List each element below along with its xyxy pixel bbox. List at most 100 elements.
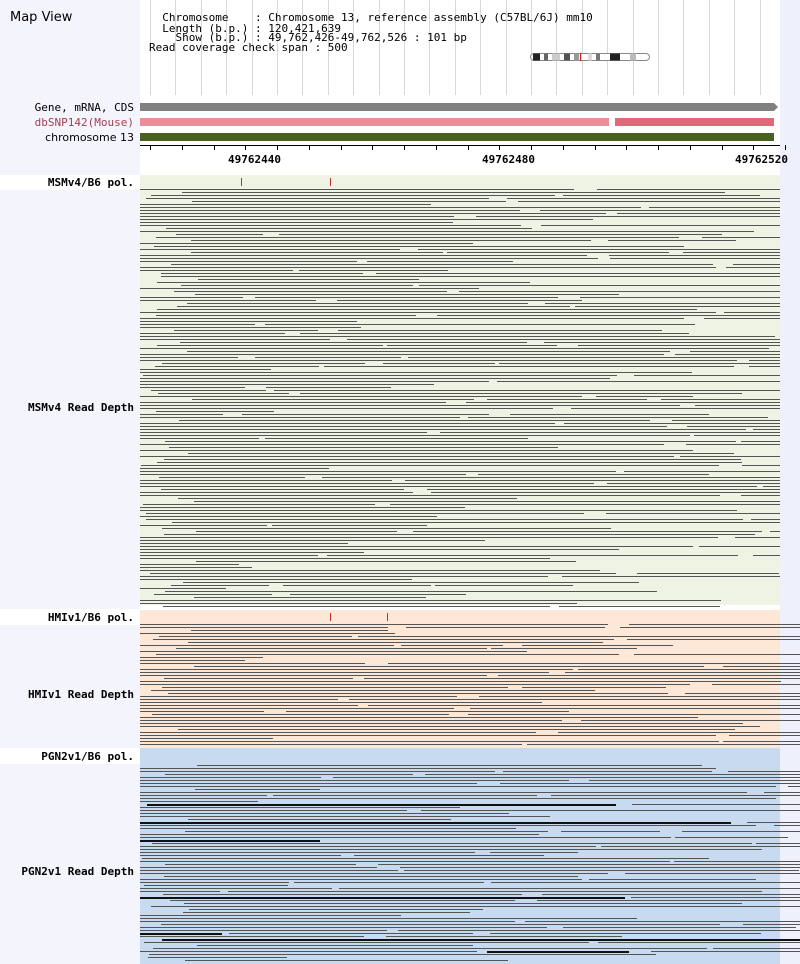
read-segment xyxy=(431,492,780,493)
snp-mark[interactable] xyxy=(241,178,242,186)
read-segment xyxy=(140,726,760,727)
read-segment xyxy=(164,459,741,460)
read-segment xyxy=(195,294,619,295)
read-segment xyxy=(140,588,226,589)
read-segment xyxy=(274,390,780,391)
read-segment xyxy=(153,948,707,949)
read-segment xyxy=(140,600,721,601)
read-segment xyxy=(140,723,743,724)
read-segment xyxy=(510,414,709,415)
read-segment xyxy=(140,558,550,559)
snp-mark[interactable] xyxy=(330,178,331,186)
hmi-read-pileup[interactable] xyxy=(140,624,800,748)
ruler-tick xyxy=(499,145,501,150)
read-segment xyxy=(151,690,595,691)
read-segment xyxy=(191,252,443,253)
read-segment xyxy=(171,264,713,265)
read-segment xyxy=(358,636,800,637)
msm-read-pileup[interactable] xyxy=(140,189,800,609)
read-segment xyxy=(154,246,684,247)
read-segment xyxy=(140,261,357,262)
pgn-read-pileup[interactable] xyxy=(140,765,800,964)
read-segment xyxy=(140,930,387,931)
read-segment xyxy=(140,213,606,214)
read-segment xyxy=(197,765,702,766)
read-segment xyxy=(140,417,460,418)
read-segment xyxy=(141,465,719,466)
read-segment xyxy=(140,438,259,439)
read-segment xyxy=(401,645,503,646)
read-segment xyxy=(383,363,495,364)
read-segment xyxy=(140,795,267,796)
read-segment xyxy=(178,729,735,730)
info-show: Show (b.p.) : 49,762,426-49,762,526 : 10… xyxy=(149,31,467,44)
read-segment xyxy=(170,900,515,901)
read-segment xyxy=(140,414,223,415)
read-segment xyxy=(140,510,737,511)
snp-mark[interactable] xyxy=(330,613,331,621)
read-segment xyxy=(140,870,398,871)
ruler-tick xyxy=(626,145,628,150)
read-segment xyxy=(140,681,781,682)
grid-line xyxy=(683,0,685,95)
read-segment xyxy=(447,252,669,253)
read-segment xyxy=(741,441,780,442)
read-segment xyxy=(157,462,742,463)
read-segment xyxy=(387,345,557,346)
read-segment xyxy=(140,318,684,319)
read-segment xyxy=(386,936,622,937)
read-segment xyxy=(747,822,800,823)
read-segment xyxy=(187,303,528,304)
chromosome-track-label: chromosome 13 xyxy=(45,131,134,144)
grid-line xyxy=(607,0,609,95)
read-segment xyxy=(283,585,431,586)
read-segment xyxy=(140,669,573,670)
read-segment xyxy=(690,351,780,352)
read-segment xyxy=(191,240,591,241)
read-segment xyxy=(156,237,679,238)
read-segment xyxy=(140,189,574,190)
grid-line xyxy=(378,0,380,95)
read-segment xyxy=(229,933,473,934)
snp-mark[interactable] xyxy=(387,613,388,621)
read-segment xyxy=(500,783,800,784)
read-segment xyxy=(558,732,800,733)
pgn-depth-label: PGN2v1 Read Depth xyxy=(21,865,134,878)
read-segment xyxy=(466,402,780,403)
read-segment xyxy=(177,306,570,307)
read-segment xyxy=(390,504,780,505)
read-segment xyxy=(140,873,608,874)
ruler-tick xyxy=(689,145,691,150)
read-segment xyxy=(140,786,776,787)
chromosome-track-bar[interactable] xyxy=(140,133,774,141)
read-segment xyxy=(198,279,419,280)
read-segment xyxy=(406,627,605,628)
read-segment xyxy=(182,192,725,193)
read-segment xyxy=(140,546,693,547)
read-segment xyxy=(140,720,562,721)
gene-track-bar[interactable] xyxy=(140,103,774,111)
read-segment xyxy=(518,201,780,202)
read-segment xyxy=(266,387,391,388)
read-segment xyxy=(788,786,800,787)
dbsnp-track-bar-right[interactable] xyxy=(615,118,774,126)
read-segment xyxy=(685,693,800,694)
read-segment xyxy=(156,411,274,412)
read-segment xyxy=(661,399,780,400)
read-segment xyxy=(712,684,800,685)
ruler-tick xyxy=(245,145,247,150)
read-segment xyxy=(157,282,530,283)
read-segment xyxy=(400,867,800,868)
grid-line xyxy=(302,0,304,95)
read-segment xyxy=(606,513,780,514)
read-segment xyxy=(140,219,593,220)
read-segment xyxy=(140,408,553,409)
read-segment xyxy=(629,624,800,625)
read-segment xyxy=(609,255,780,256)
grid-line xyxy=(404,0,405,95)
read-segment xyxy=(140,516,437,517)
dbsnp-track-bar-left[interactable] xyxy=(140,118,609,126)
read-segment xyxy=(140,552,364,553)
read-segment xyxy=(418,249,780,250)
read-segment xyxy=(147,804,616,806)
